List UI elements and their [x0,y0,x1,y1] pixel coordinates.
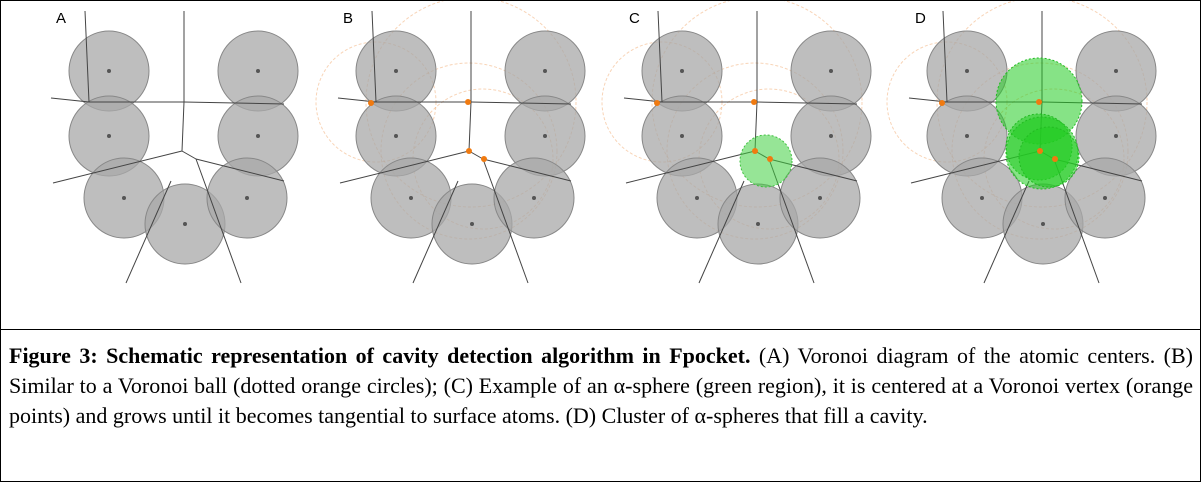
figure-panels: A B C D [50,1,1157,284]
caption: Figure 3: Schematic representation of ca… [9,341,1193,431]
panel-label: A [56,10,66,27]
panel-c [601,1,872,284]
panel-label: B [343,10,353,27]
panel-d [886,1,1157,284]
panel-b [315,1,586,284]
separator [1,329,1200,330]
caption-text: (A) Voronoi diagram of the atomic center… [9,343,1193,428]
panel-label: D [915,10,926,27]
panel-a [50,10,299,284]
caption-title: Figure 3: Schematic representation of ca… [9,343,751,368]
panel-label: C [629,10,640,27]
